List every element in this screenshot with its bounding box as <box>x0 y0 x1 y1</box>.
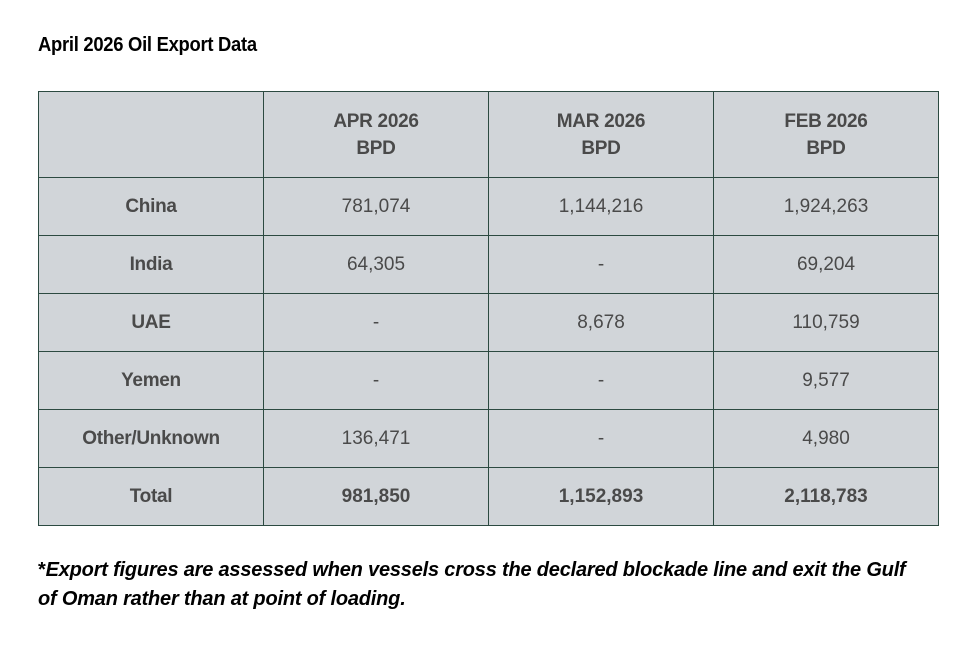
total-cell: 1,152,893 <box>488 467 714 526</box>
table-cell: 136,471 <box>263 409 489 468</box>
table-cell: 8,678 <box>488 293 714 352</box>
table-row-total: Total 981,850 1,152,893 2,118,783 <box>38 467 939 526</box>
row-label: Total <box>38 467 264 526</box>
header-cell-mar-2026: MAR 2026 BPD <box>488 91 714 178</box>
table-cell: - <box>488 235 714 294</box>
table-row-china: China 781,074 1,144,216 1,924,263 <box>38 177 939 236</box>
footnote: *Export figures are assessed when vessel… <box>38 556 928 614</box>
row-label: Yemen <box>38 351 264 410</box>
table-cell: 1,144,216 <box>488 177 714 236</box>
table-row-yemen: Yemen - - 9,577 <box>38 351 939 410</box>
header-cell-feb-2026: FEB 2026 BPD <box>713 91 939 178</box>
header-unit: BPD <box>581 137 621 159</box>
table-cell: 64,305 <box>263 235 489 294</box>
table-cell: 781,074 <box>263 177 489 236</box>
header-unit: BPD <box>356 137 396 159</box>
table-cell: 9,577 <box>713 351 939 410</box>
total-cell: 2,118,783 <box>713 467 939 526</box>
footnote-asterisk: * <box>38 559 46 581</box>
row-label: India <box>38 235 264 294</box>
table-cell: - <box>263 293 489 352</box>
export-data-table: APR 2026 BPD MAR 2026 BPD FEB 2026 BPD C… <box>38 91 939 526</box>
header-cell-apr-2026: APR 2026 BPD <box>263 91 489 178</box>
row-label: UAE <box>38 293 264 352</box>
table-cell: 110,759 <box>713 293 939 352</box>
footnote-text: Export figures are assessed when vessels… <box>38 559 906 610</box>
table-cell: - <box>488 409 714 468</box>
table-row-india: India 64,305 - 69,204 <box>38 235 939 294</box>
row-label: Other/Unknown <box>38 409 264 468</box>
header-unit: BPD <box>806 137 846 159</box>
table-cell: - <box>263 351 489 410</box>
header-cell-empty <box>38 91 264 178</box>
total-cell: 981,850 <box>263 467 489 526</box>
header-period: APR 2026 <box>333 110 419 132</box>
table-row-other-unknown: Other/Unknown 136,471 - 4,980 <box>38 409 939 468</box>
table-cell: 1,924,263 <box>713 177 939 236</box>
table-cell: 4,980 <box>713 409 939 468</box>
table-cell: 69,204 <box>713 235 939 294</box>
table-cell: - <box>488 351 714 410</box>
header-period: MAR 2026 <box>556 110 646 132</box>
table-header-row: APR 2026 BPD MAR 2026 BPD FEB 2026 BPD <box>38 91 939 178</box>
header-period: FEB 2026 <box>784 110 868 132</box>
row-label: China <box>38 177 264 236</box>
page-title: April 2026 Oil Export Data <box>38 34 257 56</box>
table-row-uae: UAE - 8,678 110,759 <box>38 293 939 352</box>
